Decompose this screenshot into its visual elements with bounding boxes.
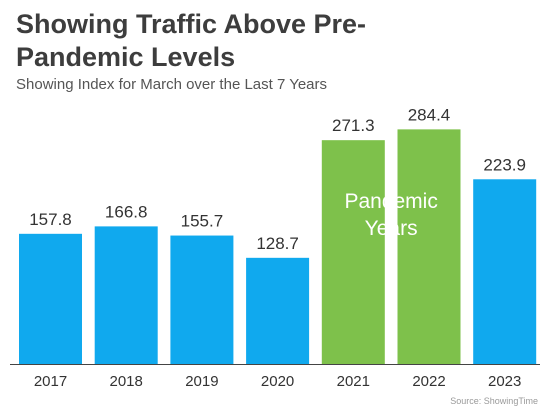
- bar-2021: [321, 140, 385, 364]
- value-label-2020: 128.7: [256, 234, 299, 253]
- chart-subtitle: Showing Index for March over the Last 7 …: [16, 76, 328, 93]
- tick-label-2020: 2020: [261, 373, 294, 390]
- bar-2022: [397, 129, 461, 364]
- tick-label-2019: 2019: [185, 373, 218, 390]
- annotation-years: Years: [365, 217, 418, 240]
- value-label-2019: 155.7: [181, 212, 224, 231]
- value-label-2023: 223.9: [483, 155, 526, 174]
- value-label-2017: 157.8: [29, 210, 72, 229]
- tick-label-2018: 2018: [110, 373, 143, 390]
- bar-2018: [94, 226, 158, 364]
- bar-2023: [473, 179, 537, 364]
- bar-2017: [19, 233, 82, 364]
- tick-label-2022: 2022: [412, 373, 445, 390]
- tick-label-2017: 2017: [34, 373, 67, 390]
- tick-label-2021: 2021: [337, 373, 370, 390]
- bar-2020: [246, 257, 310, 364]
- value-label-2022: 284.4: [408, 105, 451, 124]
- chart-title: Showing Traffic Above Pre-Pandemic Level…: [16, 9, 367, 72]
- source-note: Source: ShowingTime: [450, 396, 538, 406]
- value-label-2021: 271.3: [332, 116, 375, 135]
- annotation-pandemic: Pandemic: [344, 190, 437, 213]
- value-label-2018: 166.8: [105, 202, 148, 221]
- tick-label-2023: 2023: [488, 373, 521, 390]
- bar-2019: [170, 235, 234, 364]
